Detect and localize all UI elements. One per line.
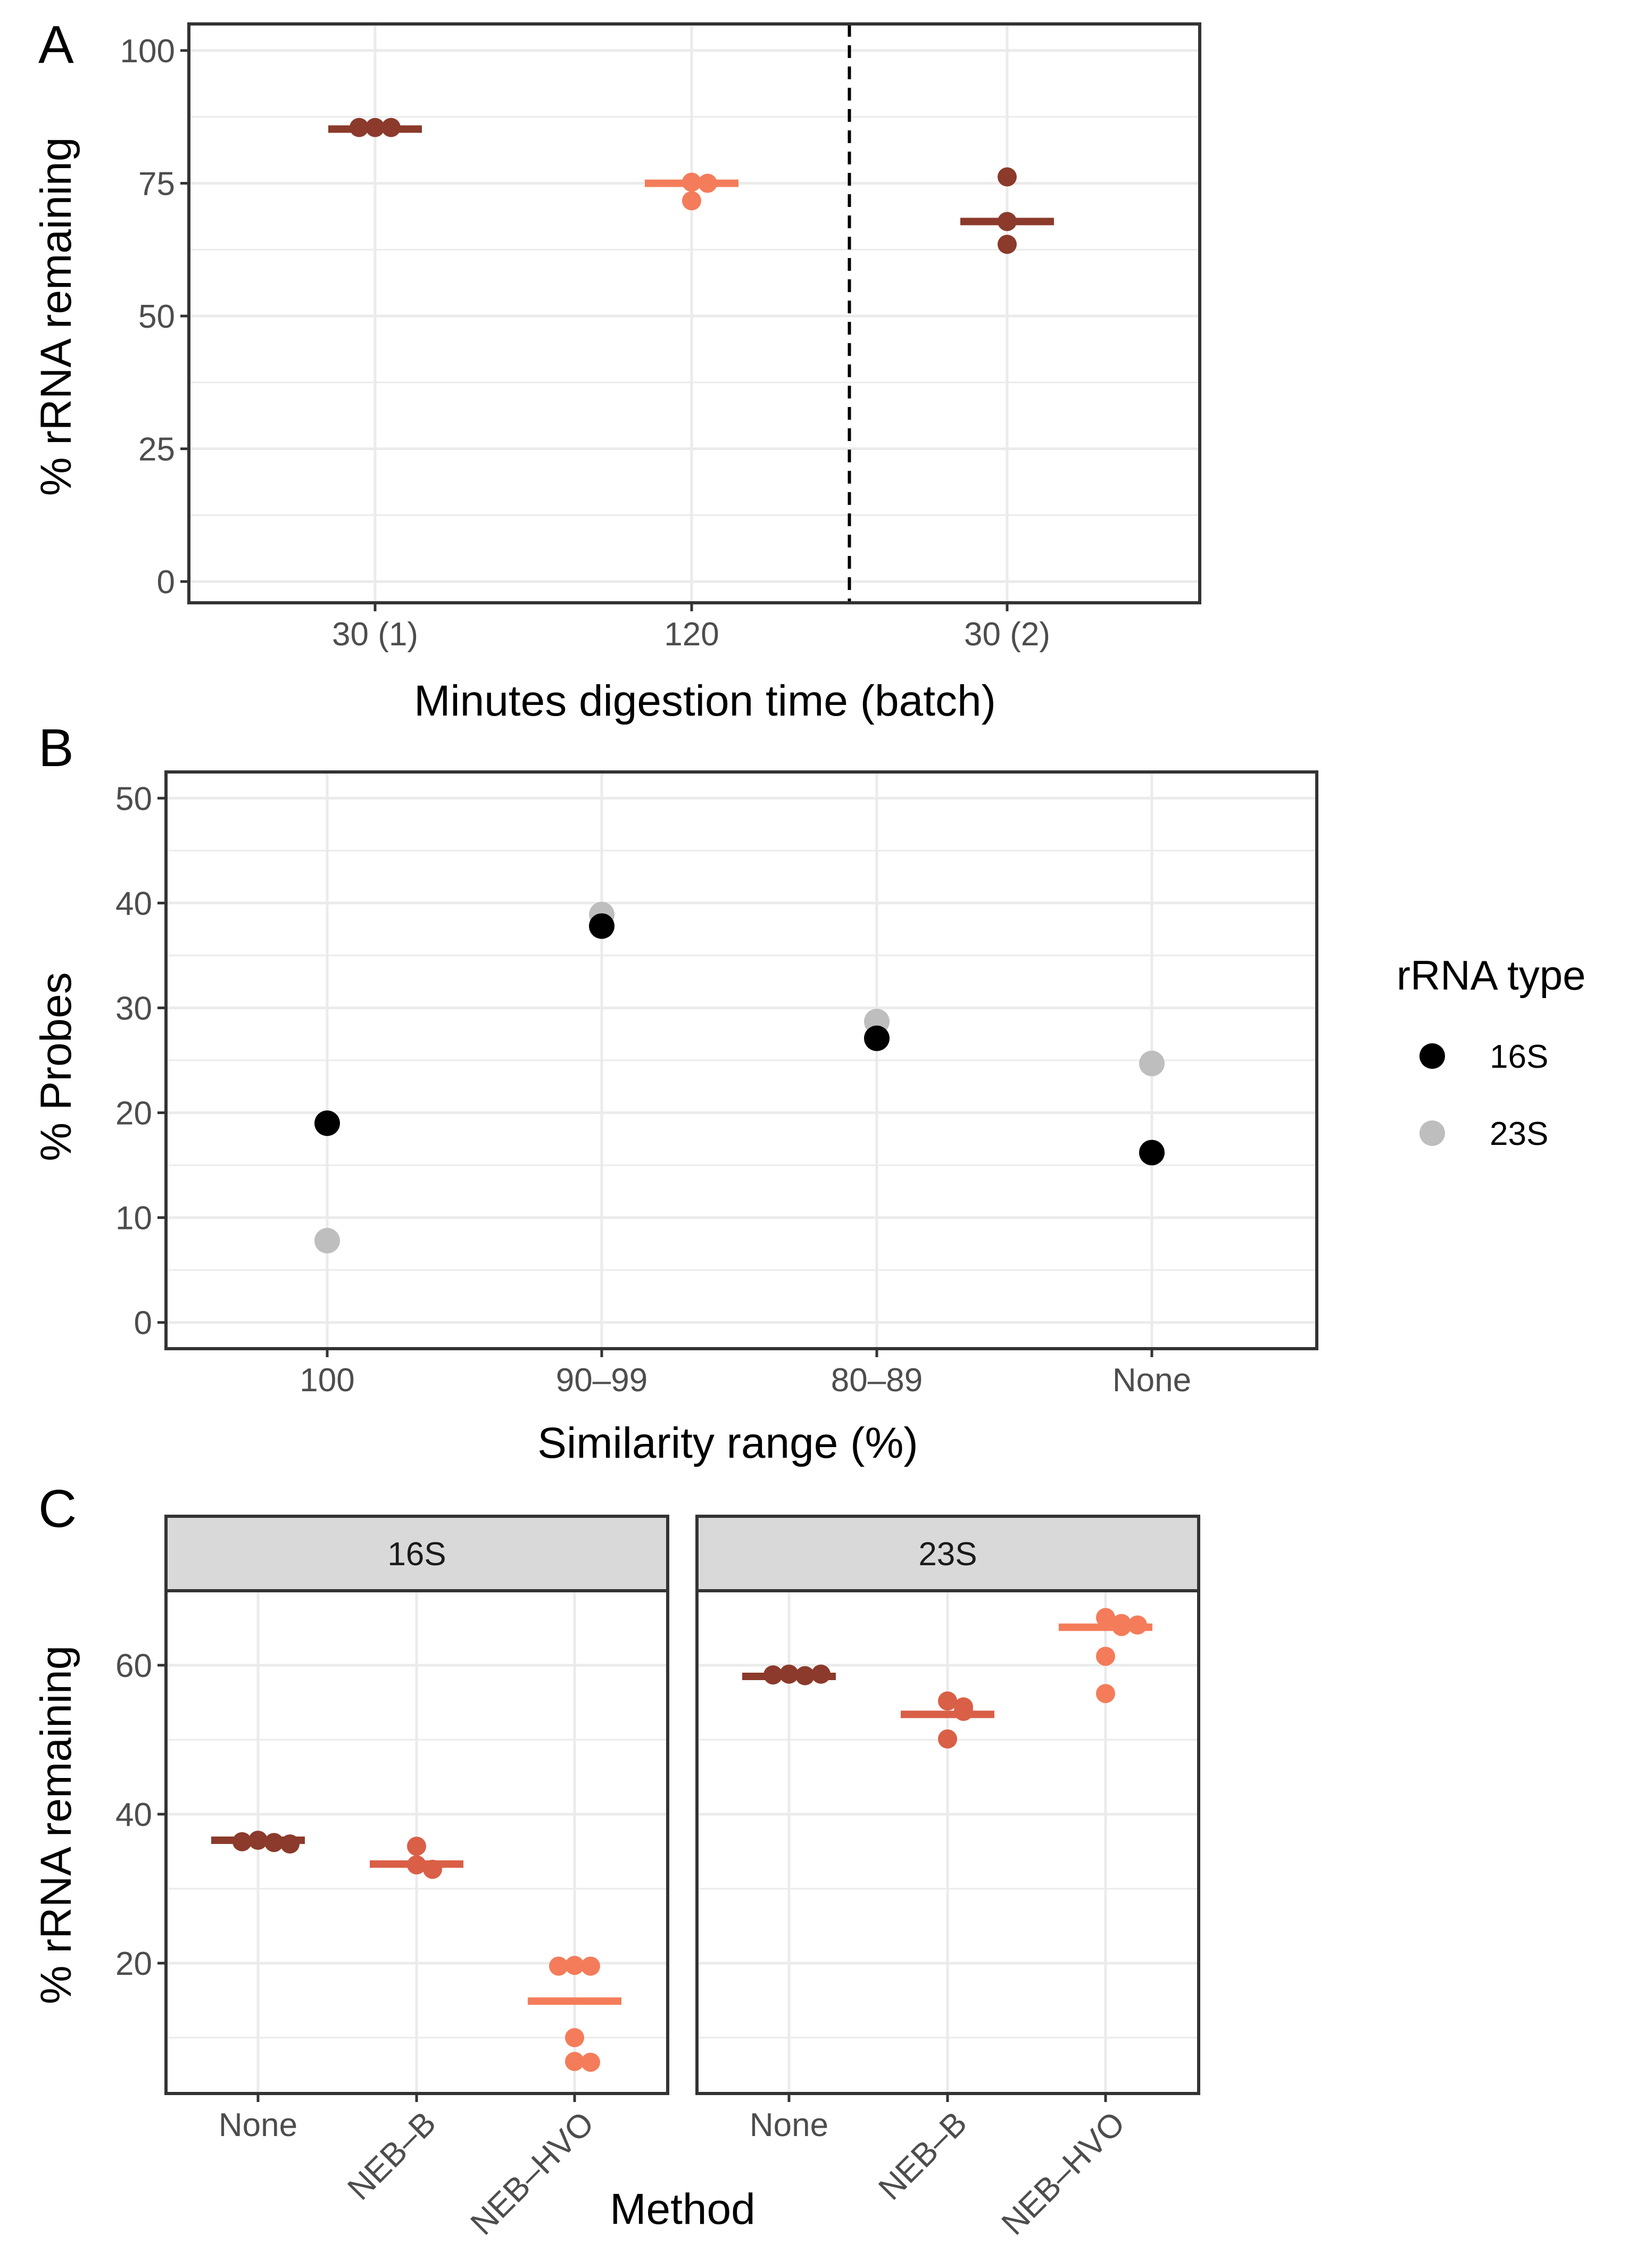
panel-tag-b: B [38,718,74,778]
panel-c-point-neb-hvo [1096,1647,1115,1666]
panel-c-point-neb-b [938,1691,957,1711]
panel-c-strip-16s [164,1515,669,1592]
panel-c-facet-ticks: None NEB–B NEB–HVO [750,2093,1132,2242]
panel-c-facet-marks [742,1608,1152,1749]
panel-c-strip-23s [695,1515,1200,1592]
panel-a-y-tick-label: 100 [120,33,175,70]
panel-c-point-neb-hvo [581,1956,600,1976]
panel-a-y-title: % rRNA remaining [32,137,80,496]
panel-c-point-neb-b [938,1729,957,1749]
panel-b-y-tick-label: 0 [134,1305,152,1342]
panel-b-y-tick-label: 40 [115,885,152,922]
panel-a-point-30-2 [998,167,1017,187]
panel-b-ticks: 0 10 20 30 40 50 100 90–99 80–89 None [115,780,1191,1399]
panel-b-point-16s [314,1110,340,1136]
panel-b-y-tick-label: 20 [115,1095,152,1132]
panel-c-y-tick-label: 60 [115,1648,152,1684]
panel-a-point-30-2 [998,235,1017,254]
legend-key-23s [1419,1120,1445,1146]
panel-c-point-neb-b [407,1837,426,1856]
panel-c-facet-frame [695,1589,1200,2095]
panel-b: 0 10 20 30 40 50 100 90–99 80–89 None Similarity … [32,770,1585,1467]
panel-tag-a: A [38,15,74,74]
panel-c-x-tick-label: NEB–HVO [464,2105,601,2242]
panel-b-x-tick-label: 90–99 [556,1362,647,1399]
panel-b-grid [166,772,1317,1349]
panel-c-strip-label: 16S [387,1536,446,1573]
panel-b-x-tick-label: 100 [300,1362,354,1399]
panel-a-y-tick-label: 75 [138,165,175,202]
panel-a-x-tick-label: 30 (2) [964,616,1050,653]
panel-c-facet-marks [211,1831,621,2072]
panel-c-facet-23s: None NEB–B NEB–HVO 23S [695,1515,1200,2242]
panel-a-grid [189,24,1200,603]
panel-c-x-tick-label: NEB–B [341,2105,443,2207]
panel-b-y-tick-label: 50 [115,780,152,817]
panel-a-ticks: 0 25 50 75 100 30 (1) 120 30 (2) [120,33,1050,653]
panel-b-x-title: Similarity range (%) [537,1419,918,1467]
panel-c-facet-frame [164,1589,669,2095]
panel-b-point-23s [1139,1050,1165,1076]
panel-c-point-neb-hvo [1096,1684,1115,1704]
panel-c-facet-16s: 20 40 60 None NEB–B NEB–HVO 16S [115,1515,669,2242]
panel-a-y-tick-label: 25 [138,431,175,468]
panel-c-x-tick-label: NEB–HVO [995,2105,1132,2242]
panel-b-point-23s [314,1227,340,1253]
panel-c-x-tick-label: None [750,2107,828,2144]
panel-c-point-neb-hvo [549,1956,568,1976]
panel-b-y-tick-label: 10 [115,1200,152,1237]
panel-c-x-title: Method [610,2185,755,2233]
panel-a-x-tick-label: 120 [664,616,719,653]
legend-label-16s: 16S [1490,1039,1548,1075]
panel-c-facet-ticks: 20 40 60 None NEB–B NEB–HVO [115,1648,601,2242]
panel-a-y-tick-label: 0 [157,564,175,601]
panel-b-point-16s [1139,1140,1165,1166]
panel-b-point-16s [589,913,614,939]
panel-b-frame [164,770,1318,1350]
panel-a-y-tick-label: 50 [138,298,175,335]
panel-c-strip-label: 23S [918,1536,977,1573]
panel-c-x-tick-label: NEB–B [871,2105,974,2207]
panel-c-point-neb-hvo [565,2051,584,2071]
legend: rRNA type 16S 23S [1397,952,1585,1152]
panel-a-marks [328,24,1054,603]
panel-a-x-tick-label: 30 (1) [332,616,418,653]
panel-c-point-neb-hvo [565,2028,584,2047]
panel-b-x-tick-label: None [1112,1362,1191,1399]
legend-title: rRNA type [1397,952,1585,999]
panel-a: 0 25 50 75 100 30 (1) 120 30 (2) Minutes digest… [32,22,1201,725]
panel-tag-c: C [38,1479,77,1539]
panel-c-point-neb-hvo [581,2053,600,2072]
legend-items: 16S 23S [1419,1039,1548,1152]
panel-c-x-tick-label: None [219,2107,297,2144]
panel-a-frame [187,22,1201,604]
panel-a-point-120 [682,191,701,211]
panel-c-y-tick-label: 40 [115,1797,152,1833]
panel-c-point-neb-hvo [565,1956,584,1975]
panel-b-y-title: % Probes [32,972,80,1161]
panel-a-x-title: Minutes digestion time (batch) [414,677,996,725]
panel-b-marks [314,902,1165,1253]
legend-label-23s: 23S [1490,1116,1548,1152]
panel-b-x-tick-label: 80–89 [831,1362,923,1399]
legend-key-16s [1419,1043,1445,1069]
panel-b-point-16s [864,1025,890,1051]
panel-b-y-tick-label: 30 [115,990,152,1027]
panel-c-y-title: % rRNA remaining [32,1646,80,2004]
panel-c-point-neb-hvo [1096,1608,1115,1627]
panel-c-y-tick-label: 20 [115,1946,152,1982]
